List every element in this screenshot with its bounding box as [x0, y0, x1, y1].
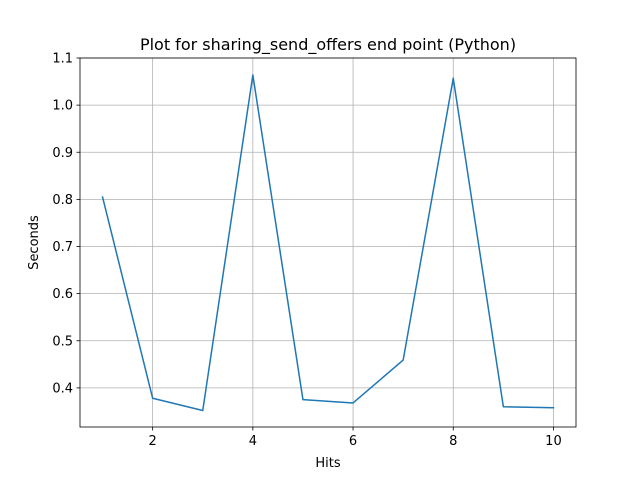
x-tick-label: 4 — [249, 434, 257, 449]
y-tick-label: 0.5 — [52, 334, 73, 349]
y-tick-label: 1.1 — [52, 52, 73, 67]
y-tick-label: 0.6 — [52, 287, 73, 302]
x-tick-label: 6 — [349, 434, 357, 449]
y-tick-label: 0.9 — [52, 146, 73, 161]
x-tick-label: 2 — [149, 434, 157, 449]
y-tick-label: 0.7 — [52, 240, 73, 255]
chart-title: Plot for sharing_send_offers end point (… — [140, 35, 516, 55]
y-axis-ticks: 0.4 0.5 0.6 0.7 0.8 0.9 1.0 1.1 — [52, 52, 80, 396]
y-axis-label: Seconds — [27, 215, 42, 270]
series-layer — [101, 74, 555, 412]
x-axis-ticks: 2 4 6 8 10 — [149, 427, 562, 449]
x-axis-label: Hits — [315, 456, 340, 471]
y-tick-label: 1.0 — [52, 99, 73, 114]
y-tick-label: 0.8 — [52, 193, 73, 208]
series-line — [101, 74, 555, 412]
y-tick-label: 0.4 — [52, 381, 73, 396]
plot-frame — [79, 57, 577, 428]
x-tick-label: 10 — [545, 434, 562, 449]
x-tick-label: 8 — [449, 434, 457, 449]
grid-layer — [80, 57, 576, 427]
